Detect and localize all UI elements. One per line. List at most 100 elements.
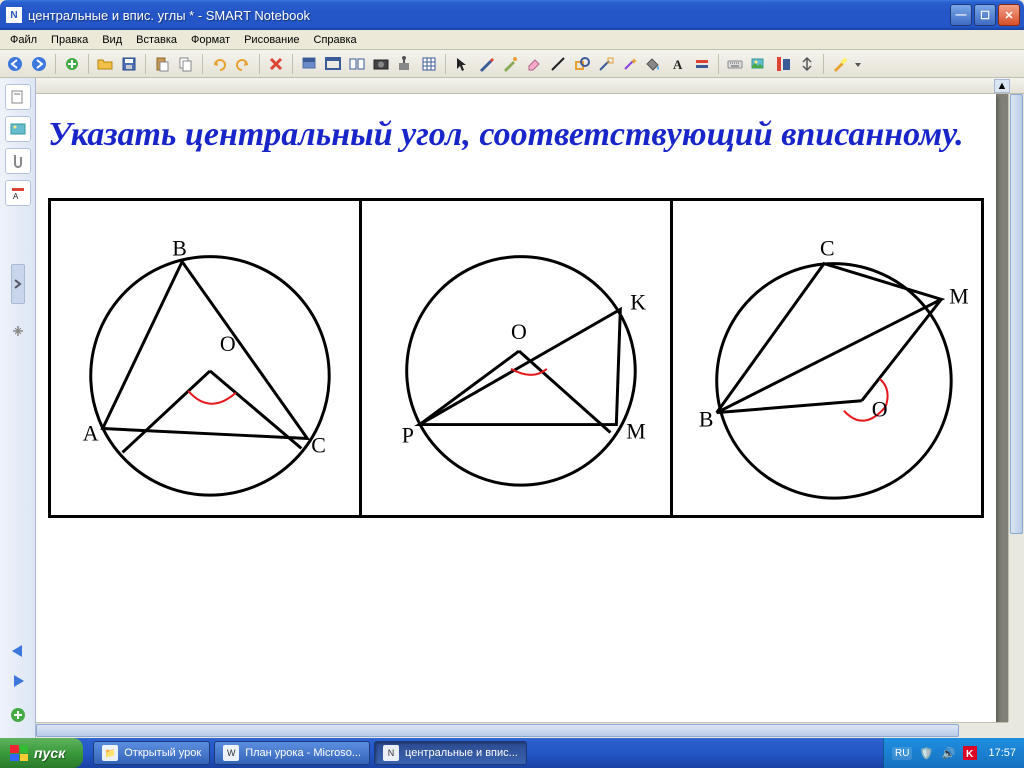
svg-text:B: B: [172, 237, 187, 261]
dual-page-button[interactable]: [346, 53, 368, 75]
properties-button[interactable]: [691, 53, 713, 75]
taskbar-clock[interactable]: 17:57: [988, 747, 1016, 759]
new-page-button[interactable]: [61, 53, 83, 75]
shape-recognition-pen[interactable]: [595, 53, 617, 75]
capture-button[interactable]: [370, 53, 392, 75]
fill-tool[interactable]: [643, 53, 665, 75]
line-tool[interactable]: [547, 53, 569, 75]
system-tray: RU 🛡️ 🔊 K 17:57: [883, 738, 1024, 768]
start-label: пуск: [34, 745, 65, 761]
scroll-corner: [1008, 722, 1024, 738]
next-page-arrow[interactable]: [5, 668, 31, 694]
insert-table-button[interactable]: [418, 53, 440, 75]
taskbar-item-icon: W: [223, 745, 239, 761]
properties-tab[interactable]: A: [5, 180, 31, 206]
expand-panel-button[interactable]: [11, 264, 25, 304]
main-area: A ▲ Указать центральный угол, соответств…: [0, 78, 1024, 738]
tray-icon[interactable]: 🔊: [940, 745, 956, 761]
pen-tool[interactable]: [475, 53, 497, 75]
shapes-tool[interactable]: [571, 53, 593, 75]
screen-shade-button[interactable]: [298, 53, 320, 75]
measurement-button[interactable]: [772, 53, 794, 75]
magic-pen-tool[interactable]: [619, 53, 641, 75]
taskbar-item-label: План урока - Microso...: [245, 747, 361, 759]
highlighter-tool[interactable]: [829, 53, 851, 75]
previous-page-arrow[interactable]: [5, 638, 31, 664]
keyboard-button[interactable]: [724, 53, 746, 75]
taskbar-item-label: Открытый урок: [124, 747, 201, 759]
svg-text:O: O: [220, 332, 236, 356]
start-button[interactable]: пуск: [0, 738, 83, 768]
side-panel: A: [0, 78, 36, 738]
creative-pen-tool[interactable]: [499, 53, 521, 75]
taskbar-item-label: центральные и впис...: [405, 747, 518, 759]
svg-text:A: A: [13, 192, 19, 201]
scroll-up-button[interactable]: ▲: [994, 79, 1010, 93]
menu-item[interactable]: Вид: [96, 32, 128, 48]
menu-item[interactable]: Правка: [45, 32, 94, 48]
diagram-row: ABCOPKMOBCMO: [48, 198, 984, 518]
menu-bar: ФайлПравкаВидВставкаФорматРисованиеСправ…: [0, 30, 1024, 50]
toolbar-options-dropdown[interactable]: [853, 53, 863, 75]
open-button[interactable]: [94, 53, 116, 75]
save-button[interactable]: [118, 53, 140, 75]
add-page-arrow[interactable]: [5, 702, 31, 728]
menu-item[interactable]: Вставка: [130, 32, 183, 48]
diagram-cell: B C M O: [673, 201, 981, 515]
auto-hide-toggle[interactable]: [5, 318, 31, 344]
taskbar-item-icon: N: [383, 745, 399, 761]
windows-logo-icon: [10, 745, 28, 761]
hscroll-thumb[interactable]: [36, 724, 959, 737]
taskbar-item[interactable]: 📁 Открытый урок: [93, 741, 210, 765]
move-toolbar-button[interactable]: [796, 53, 818, 75]
app-icon: N: [6, 7, 22, 23]
full-screen-button[interactable]: [322, 53, 344, 75]
svg-text:O: O: [872, 398, 888, 422]
select-tool[interactable]: [451, 53, 473, 75]
redo-button[interactable]: [232, 53, 254, 75]
taskbar: пуск 📁 Открытый урок W План урока - Microso…: [0, 738, 1024, 768]
svg-text:K: K: [630, 290, 646, 314]
svg-text:A: A: [83, 421, 99, 445]
close-button[interactable]: ✕: [998, 4, 1020, 26]
maximize-button[interactable]: ☐: [974, 4, 996, 26]
attachments-tab[interactable]: [5, 148, 31, 174]
page-sorter-tab[interactable]: [5, 84, 31, 110]
copy-button[interactable]: [175, 53, 197, 75]
gallery-tab[interactable]: [5, 116, 31, 142]
menu-item[interactable]: Формат: [185, 32, 236, 48]
menu-item[interactable]: Рисование: [238, 32, 305, 48]
tray-icon[interactable]: 🛡️: [918, 745, 934, 761]
window-titlebar: N центральные и впис. углы * - SMART Not…: [0, 0, 1024, 30]
svg-text:A: A: [673, 57, 683, 72]
canvas-viewport[interactable]: Указать центральный угол, соответствующи…: [36, 94, 1008, 722]
svg-text:P: P: [402, 423, 414, 447]
horizontal-scrollbar[interactable]: [36, 722, 1008, 738]
document-camera-button[interactable]: [394, 53, 416, 75]
taskbar-item[interactable]: Nцентральные и впис...: [374, 741, 527, 765]
notebook-page[interactable]: Указать центральный угол, соответствующи…: [36, 94, 996, 722]
svg-text:M: M: [949, 284, 968, 308]
taskbar-item-icon: 📁: [102, 745, 118, 761]
svg-text:C: C: [820, 237, 835, 261]
vscroll-thumb[interactable]: [1010, 94, 1023, 534]
paste-button[interactable]: [151, 53, 173, 75]
language-indicator[interactable]: RU: [892, 747, 912, 760]
menu-item[interactable]: Справка: [308, 32, 363, 48]
diagram-cell: ABCO: [51, 201, 362, 515]
scroll-top-bar: ▲: [36, 78, 1024, 94]
minimize-button[interactable]: —: [950, 4, 972, 26]
delete-button[interactable]: [265, 53, 287, 75]
eraser-tool[interactable]: [523, 53, 545, 75]
gallery-button[interactable]: [748, 53, 770, 75]
menu-item[interactable]: Файл: [4, 32, 43, 48]
svg-text:O: O: [511, 320, 527, 344]
vertical-scrollbar[interactable]: [1008, 94, 1024, 722]
text-tool[interactable]: A: [667, 53, 689, 75]
tray-kaspersky-icon[interactable]: K: [962, 745, 978, 761]
taskbar-item[interactable]: W План урока - Microso...: [214, 741, 370, 765]
svg-text:B: B: [699, 407, 714, 431]
nav-forward-button[interactable]: [28, 53, 50, 75]
nav-back-button[interactable]: [4, 53, 26, 75]
undo-button[interactable]: [208, 53, 230, 75]
